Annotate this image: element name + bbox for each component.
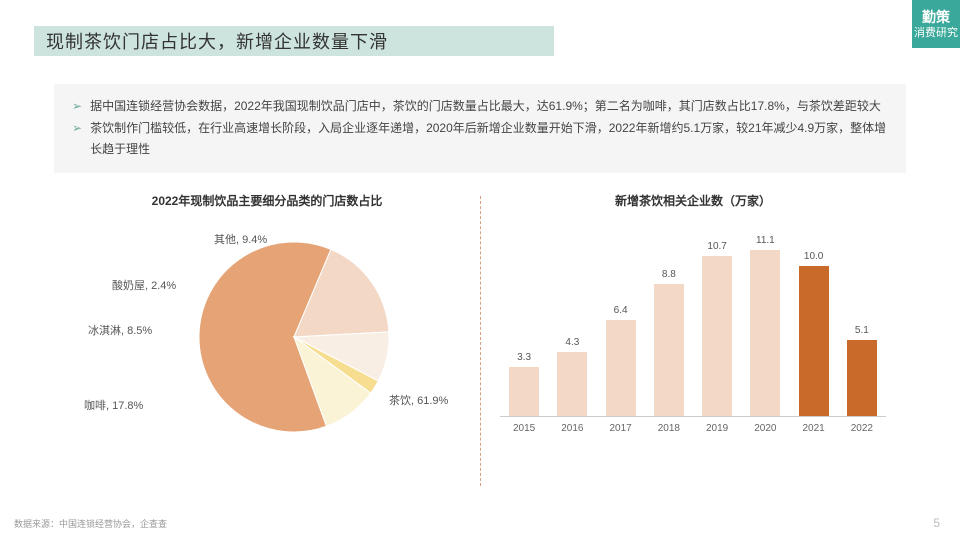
bar-value-label: 10.0 <box>804 251 823 262</box>
bar-x-tick: 2019 <box>701 423 733 434</box>
bar-x-tick: 2022 <box>846 423 878 434</box>
bar-x-tick: 2021 <box>798 423 830 434</box>
pie-chart-title: 2022年现制饮品主要细分品类的门店数占比 <box>54 192 480 209</box>
pie-svg <box>194 237 394 437</box>
bar-chart-title: 新增茶饮相关企业数（万家） <box>480 192 906 209</box>
bar-rect <box>509 367 539 417</box>
bullet-item: ➢ 据中国连锁经营协会数据，2022年我国现制饮品门店中，茶饮的门店数量占比最大… <box>72 96 888 118</box>
bullet-arrow-icon: ➢ <box>72 118 82 161</box>
bar-x-tick: 2018 <box>653 423 685 434</box>
bar-rect <box>799 266 829 416</box>
pie-slice-label: 其他, 9.4% <box>214 231 267 247</box>
bar-column: 10.0 <box>798 251 830 416</box>
pie-chart: 茶饮, 61.9% 咖啡, 17.8% 冰淇淋, 8.5% 酸奶屋, 2.4% 其他, … <box>54 217 480 477</box>
pie-slice-label: 茶饮, 61.9% <box>389 392 448 408</box>
pie-slice-label: 咖啡, 17.8% <box>84 397 143 413</box>
bullet-arrow-icon: ➢ <box>72 96 82 118</box>
bar-x-tick: 2016 <box>556 423 588 434</box>
logo-top-text: 勤策 <box>922 8 950 26</box>
bar-column: 6.4 <box>605 305 637 416</box>
title-bar: 现制茶饮门店占比大，新增企业数量下滑 <box>34 26 554 56</box>
bullet-item: ➢ 茶饮制作门槛较低，在行业高速增长阶段，入局企业逐年递增，2020年后新增企业… <box>72 118 888 161</box>
bar-x-tick: 2015 <box>508 423 540 434</box>
bullet-text: 据中国连锁经营协会数据，2022年我国现制饮品门店中，茶饮的门店数量占比最大，达… <box>90 96 881 118</box>
bar-rect <box>557 352 587 417</box>
pie-slice-label: 酸奶屋, 2.4% <box>112 277 176 293</box>
bar-value-label: 3.3 <box>517 352 531 363</box>
bar-plot-area: 3.3 4.3 6.4 8.8 10.7 11.1 10.0 5.1 <box>500 217 886 417</box>
bar-value-label: 4.3 <box>565 337 579 348</box>
bar-chart-panel: 新增茶饮相关企业数（万家） 3.3 4.3 6.4 8.8 10.7 11.1 10.0 5.… <box>480 192 906 492</box>
bar-chart: 3.3 4.3 6.4 8.8 10.7 11.1 10.0 5.1 2015 2016 2017… <box>480 217 906 457</box>
bar-column: 3.3 <box>508 352 540 417</box>
bar-column: 10.7 <box>701 241 733 417</box>
brand-logo: 勤策 消费研究 <box>912 0 960 48</box>
charts-area: 2022年现制饮品主要细分品类的门店数占比 茶饮, 61.9% 咖啡, 17.8%… <box>54 192 906 492</box>
bullet-text: 茶饮制作门槛较低，在行业高速增长阶段，入局企业逐年递增，2020年后新增企业数量… <box>90 118 888 161</box>
page-title: 现制茶饮门店占比大，新增企业数量下滑 <box>46 28 388 54</box>
bar-rect <box>750 250 780 417</box>
bar-column: 5.1 <box>846 325 878 417</box>
bar-value-label: 8.8 <box>662 269 676 280</box>
pie-chart-panel: 2022年现制饮品主要细分品类的门店数占比 茶饮, 61.9% 咖啡, 17.8%… <box>54 192 480 492</box>
pie-slice-label: 冰淇淋, 8.5% <box>88 322 152 338</box>
bar-x-tick: 2020 <box>749 423 781 434</box>
data-source: 数据来源：中国连锁经营协会，企查查 <box>14 517 167 530</box>
bar-column: 11.1 <box>749 235 781 417</box>
bullet-list: ➢ 据中国连锁经营协会数据，2022年我国现制饮品门店中，茶饮的门店数量占比最大… <box>54 84 906 173</box>
bar-x-tick: 2017 <box>605 423 637 434</box>
logo-bottom-text: 消费研究 <box>914 26 958 40</box>
bar-rect <box>847 340 877 417</box>
bar-rect <box>702 256 732 417</box>
bar-value-label: 6.4 <box>614 305 628 316</box>
bar-value-label: 5.1 <box>855 325 869 336</box>
page-number: 5 <box>933 516 940 530</box>
bar-rect <box>606 320 636 416</box>
bar-column: 4.3 <box>556 337 588 417</box>
bar-value-label: 10.7 <box>707 241 726 252</box>
bar-value-label: 11.1 <box>756 235 775 246</box>
bar-rect <box>654 284 684 416</box>
bar-column: 8.8 <box>653 269 685 416</box>
bar-x-axis: 2015 2016 2017 2018 2019 2020 2021 2022 <box>500 423 886 434</box>
